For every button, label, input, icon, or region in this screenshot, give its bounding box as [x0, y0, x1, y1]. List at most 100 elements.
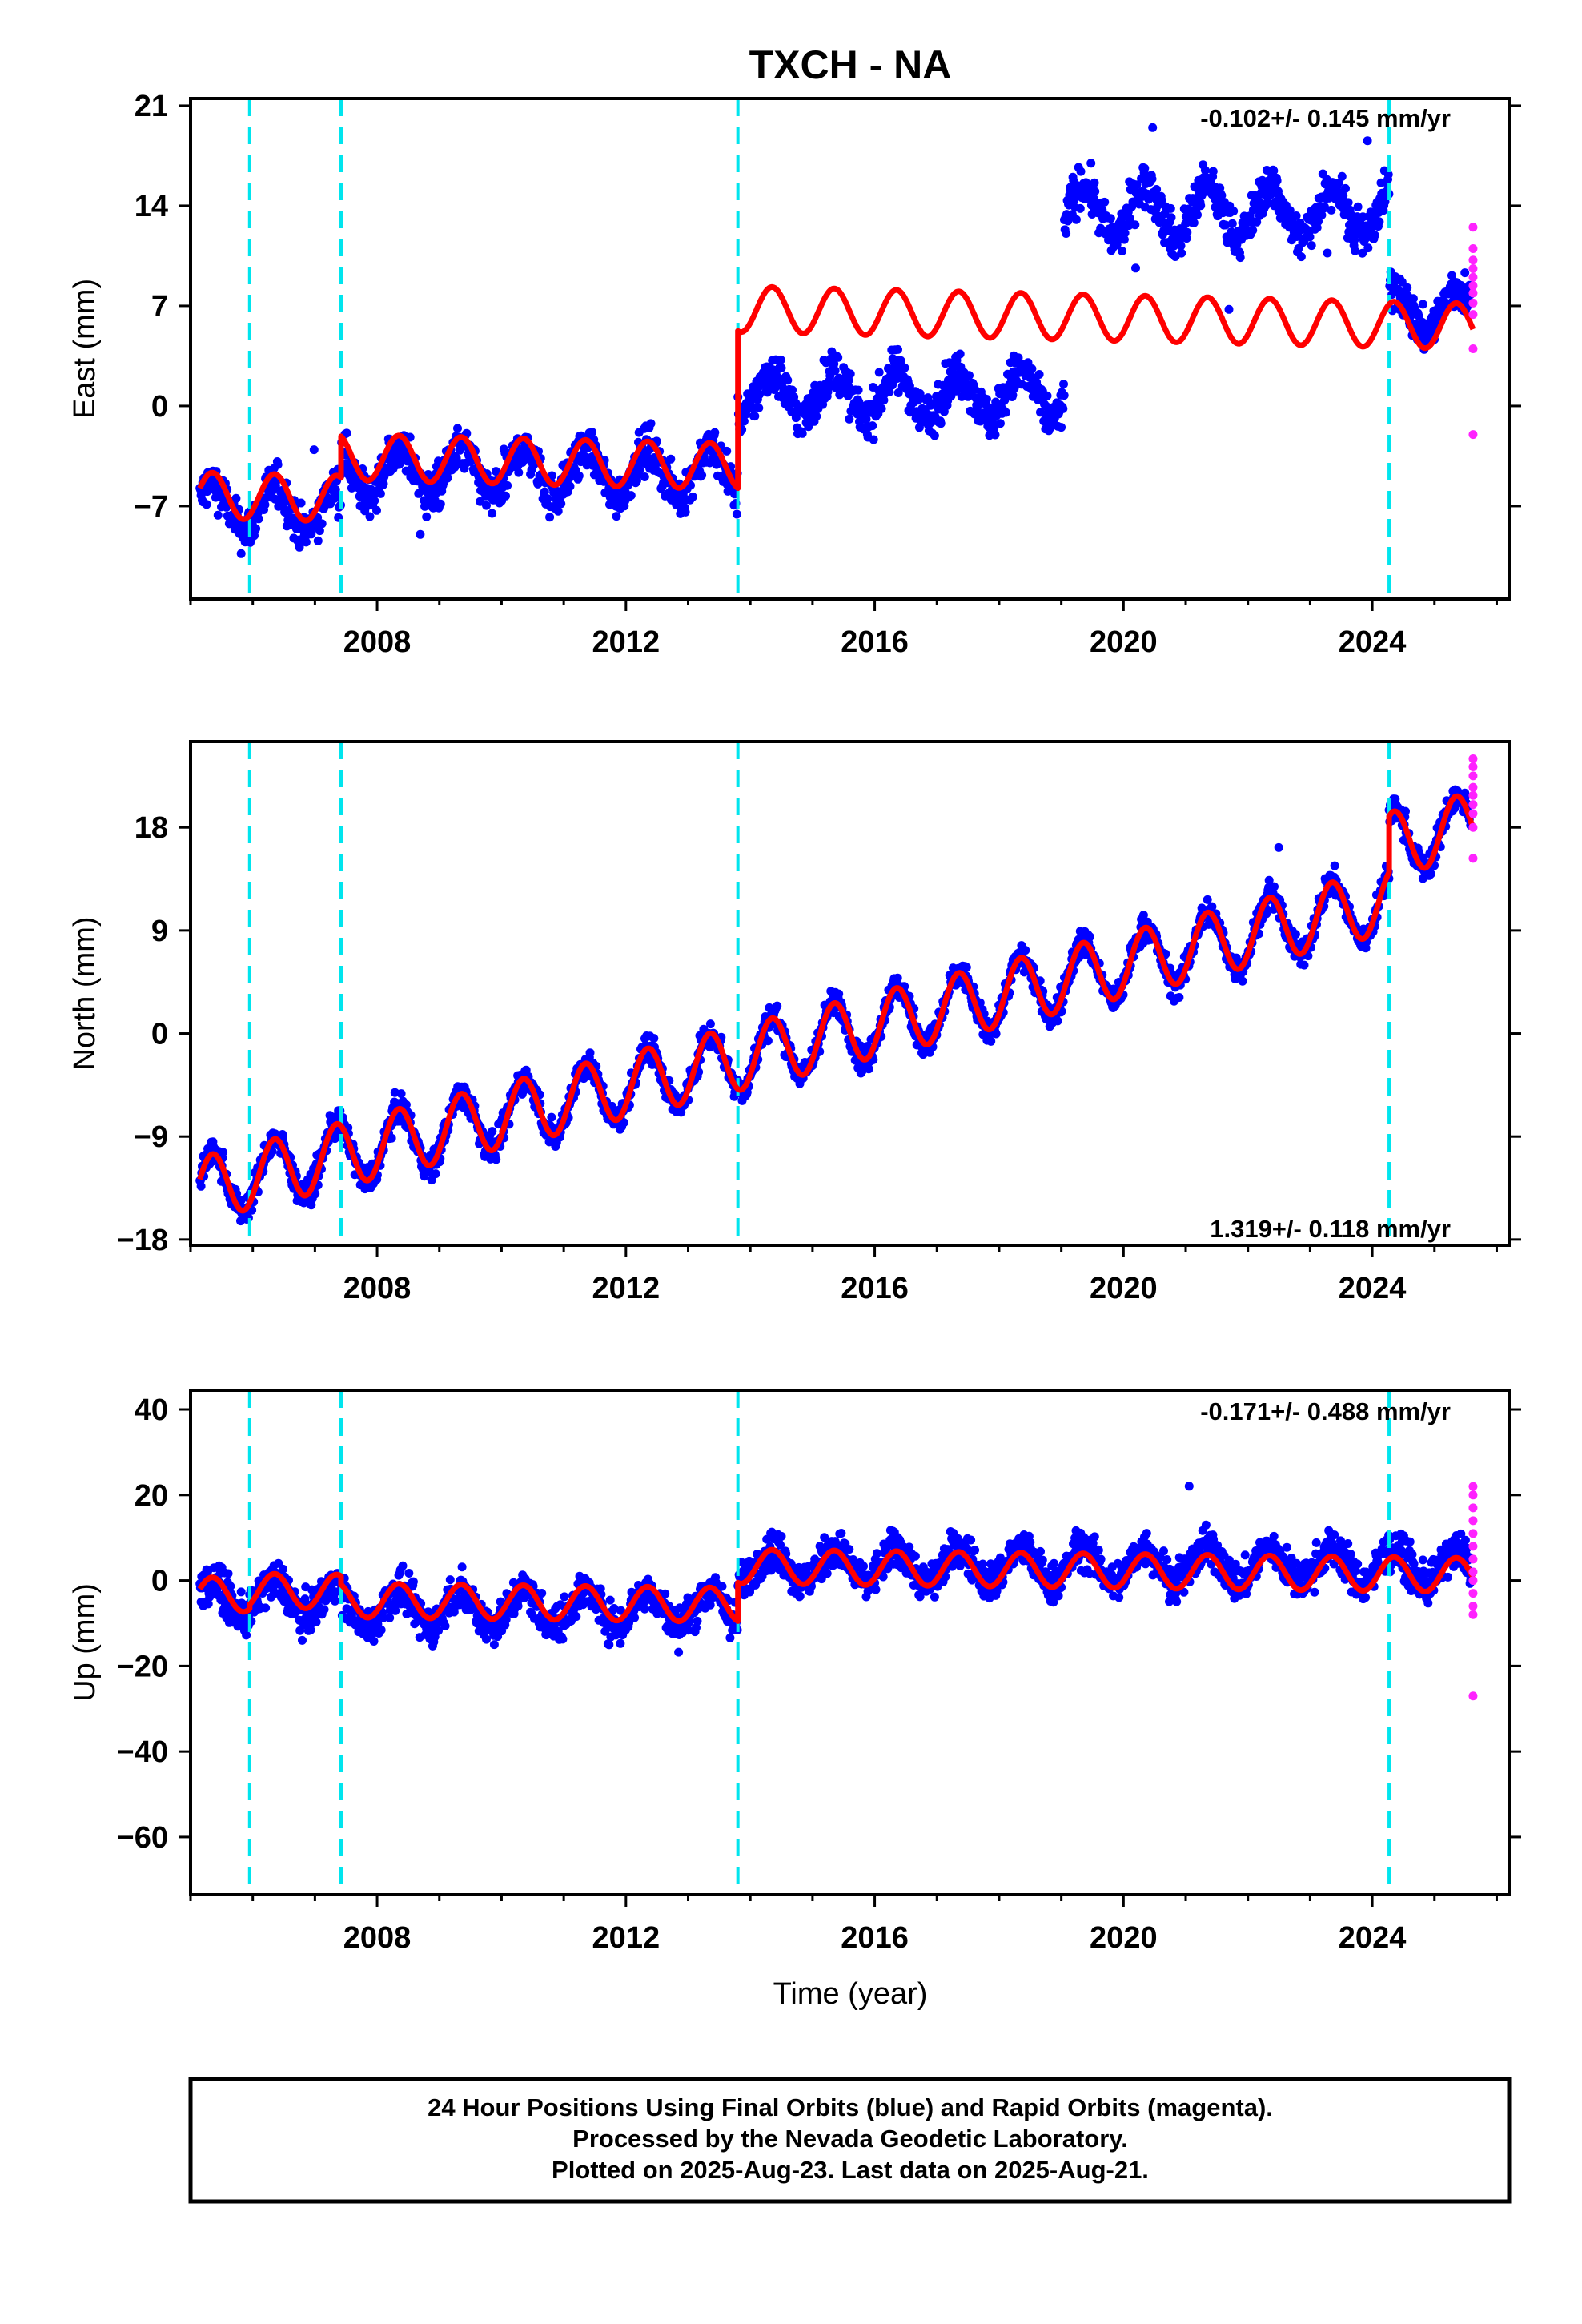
east-point	[1305, 232, 1315, 242]
east-point	[1341, 183, 1350, 193]
east-point	[545, 513, 555, 522]
north-rapid-point	[1468, 754, 1478, 763]
east-frame	[189, 97, 1511, 601]
up-point	[330, 1596, 339, 1606]
east-point	[900, 363, 909, 372]
east-point	[1221, 220, 1231, 230]
east-point	[1208, 167, 1218, 176]
east-point	[1063, 216, 1073, 226]
north-ylabel: North (mm)	[68, 916, 102, 1070]
north-point	[547, 1112, 556, 1122]
north-ytick-label: −9	[134, 1120, 168, 1154]
east-rapid-point	[1468, 298, 1478, 308]
east-point	[955, 349, 965, 359]
east-point	[422, 512, 432, 521]
east-point	[482, 501, 491, 510]
north-xtick-label: 2016	[841, 1272, 909, 1305]
north-ytick-label: −18	[117, 1224, 168, 1257]
east-point	[375, 489, 385, 498]
north-point	[991, 1029, 1001, 1039]
east-point	[853, 385, 863, 395]
east-point	[379, 479, 388, 489]
up-point	[319, 1605, 329, 1614]
east-point	[202, 500, 211, 509]
east-point	[1418, 300, 1427, 309]
east-point	[777, 364, 786, 372]
east-point	[365, 512, 375, 521]
up-point	[369, 1637, 379, 1646]
east-point	[331, 485, 340, 494]
east-point	[1296, 252, 1306, 262]
up-point	[223, 1569, 233, 1578]
east-point	[905, 381, 914, 391]
east-point	[1120, 228, 1130, 238]
east-point	[1460, 268, 1470, 278]
east-point	[893, 388, 903, 397]
east-rapid-point	[1468, 244, 1478, 253]
north-point	[1274, 842, 1283, 852]
east-point	[1327, 205, 1336, 215]
north-ytick-label: 0	[151, 1018, 168, 1051]
north-point	[1085, 932, 1094, 942]
north-model-line	[197, 793, 1476, 1214]
north-point	[619, 1118, 628, 1128]
east-point	[1059, 380, 1068, 389]
north-point	[705, 1019, 715, 1029]
east-point	[681, 507, 690, 517]
east-point	[1351, 246, 1359, 255]
east-point	[1339, 191, 1348, 200]
north-point	[1174, 993, 1184, 1002]
north-point	[986, 1036, 996, 1046]
east-point	[1319, 202, 1329, 211]
east-point	[488, 509, 497, 518]
north-rapid-point	[1468, 809, 1478, 818]
east-model-curve	[197, 283, 1476, 524]
east-point	[1008, 390, 1018, 400]
east-point	[1229, 207, 1239, 216]
east-point	[1248, 226, 1258, 235]
north-point	[1426, 869, 1435, 879]
east-point	[307, 529, 316, 539]
north-point	[1291, 930, 1300, 939]
east-point	[632, 476, 641, 485]
east-model-line	[197, 283, 1476, 524]
east-rapid-point	[1468, 223, 1478, 232]
east-point	[514, 468, 524, 477]
east-point	[1058, 404, 1068, 413]
north-rapid-point	[1468, 762, 1478, 771]
east-point	[1042, 391, 1052, 400]
east-point	[776, 355, 785, 364]
east-point	[1363, 136, 1372, 146]
east-point	[315, 526, 324, 536]
east-point	[879, 396, 889, 405]
east-point	[1408, 294, 1418, 304]
east-rapid-point	[1468, 272, 1478, 282]
east-point	[1075, 203, 1085, 213]
north-point	[834, 989, 844, 999]
east-point	[1090, 187, 1100, 196]
east-point	[251, 524, 261, 533]
north-point	[893, 973, 902, 983]
east-point	[301, 537, 311, 547]
east-point	[1358, 248, 1367, 258]
chart-title: TXCH - NA	[749, 42, 952, 87]
east-point	[1057, 423, 1066, 432]
east-point	[874, 368, 884, 377]
east-point	[1062, 229, 1071, 238]
east-point	[436, 499, 445, 509]
east-point	[565, 481, 575, 491]
east-final-points	[195, 123, 1476, 558]
east-point	[1363, 243, 1373, 253]
east-point	[1353, 202, 1363, 211]
up-point	[398, 1561, 408, 1570]
east-point	[845, 369, 855, 379]
east-rate-label: -0.102+/- 0.145 mm/yr	[1200, 104, 1451, 132]
north-rapid-point	[1468, 822, 1478, 832]
east-point	[553, 506, 563, 516]
east-point	[1317, 211, 1327, 220]
east-point	[1119, 235, 1129, 244]
east-offset-lines	[247, 99, 1391, 599]
